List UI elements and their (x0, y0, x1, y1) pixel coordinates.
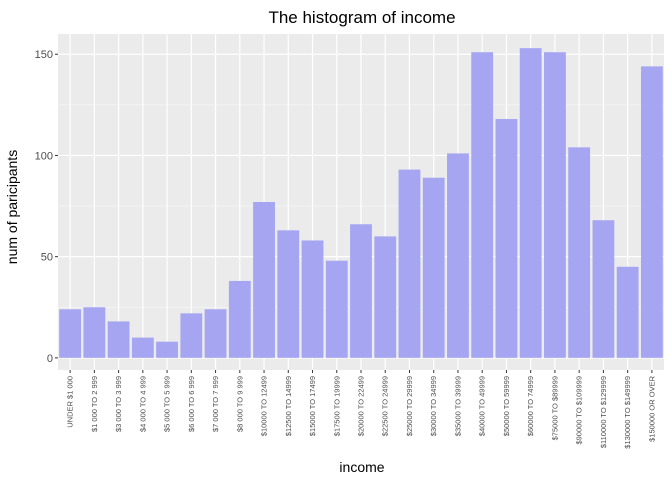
x-axis: UNDER $1 000 $1 000 TO 2 999 $3 000 TO 3 9… (66, 370, 656, 449)
x-tick-label: $3 000 TO 3 999 (114, 376, 123, 432)
bars (59, 48, 663, 358)
bar (471, 52, 494, 358)
y-tick-label: 150 (35, 49, 53, 61)
x-tick-label: $20000 TO 22499 (357, 376, 366, 436)
bar (253, 202, 275, 358)
y-axis: 0 50 100 150 (35, 49, 58, 365)
chart-title: The histogram of income (268, 8, 455, 27)
x-tick-label: $12500 TO 14999 (284, 376, 293, 436)
bar (640, 66, 663, 358)
bar (277, 230, 300, 358)
bar (228, 280, 251, 358)
x-tick-label: $10000 TO 12499 (260, 376, 269, 436)
bar (447, 153, 469, 358)
bar (204, 309, 227, 358)
x-tick-label: $8 000 TO 9 999 (235, 376, 244, 432)
x-tick-label: $90000 TO $109999 (575, 376, 584, 445)
x-tick-label: $25000 TO 29999 (405, 376, 414, 436)
x-tick-label: $130000 TO $149999 (623, 376, 632, 449)
x-tick-label: $6 000 TO 6 999 (187, 376, 196, 432)
bar (180, 313, 203, 358)
bar (107, 321, 130, 358)
bar (374, 236, 397, 358)
bar (398, 169, 421, 358)
x-tick-label: $7 000 TO 7 999 (211, 376, 220, 432)
x-tick-label: UNDER $1 000 (66, 376, 75, 428)
y-tick-label: 0 (47, 353, 53, 365)
bar (156, 341, 178, 358)
bar (616, 266, 639, 358)
bar (325, 260, 348, 358)
bar (544, 52, 566, 358)
bar (350, 224, 372, 358)
x-tick-label: $1 000 TO 2 999 (90, 376, 99, 432)
x-axis-title: income (339, 459, 384, 475)
y-tick-label: 50 (41, 252, 53, 264)
x-tick-label: $30000 TO 34999 (429, 376, 438, 436)
x-tick-label: $40000 TO 49999 (478, 376, 487, 436)
bar (131, 337, 154, 358)
x-tick-label: $50000 TO 59999 (502, 376, 511, 436)
x-tick-label: $35000 TO 39999 (453, 376, 462, 436)
bar (422, 177, 445, 358)
bar (592, 220, 615, 358)
x-tick-label: $17500 TO 19999 (332, 376, 341, 436)
x-tick-label: $110000 TO $129999 (599, 376, 608, 448)
x-tick-label: $15000 TO 17499 (308, 376, 317, 436)
y-axis-title: num of paricipants (4, 150, 20, 264)
bar (59, 309, 82, 358)
x-tick-label: $75000 TO $89999 (550, 376, 559, 440)
x-tick-label: $4 000 TO 4 999 (138, 376, 147, 432)
bar (301, 240, 324, 358)
x-tick-label: $60000 TO 74999 (526, 376, 535, 436)
x-tick-label: $22500 TO 24999 (381, 376, 390, 436)
bar (495, 119, 518, 358)
y-tick-label: 100 (35, 150, 53, 162)
x-tick-label: $5 000 TO 5 999 (163, 376, 172, 432)
bar (519, 48, 542, 358)
x-tick-label: $150000 OR OVER (647, 375, 656, 441)
bar (83, 307, 106, 358)
bar (568, 147, 591, 358)
